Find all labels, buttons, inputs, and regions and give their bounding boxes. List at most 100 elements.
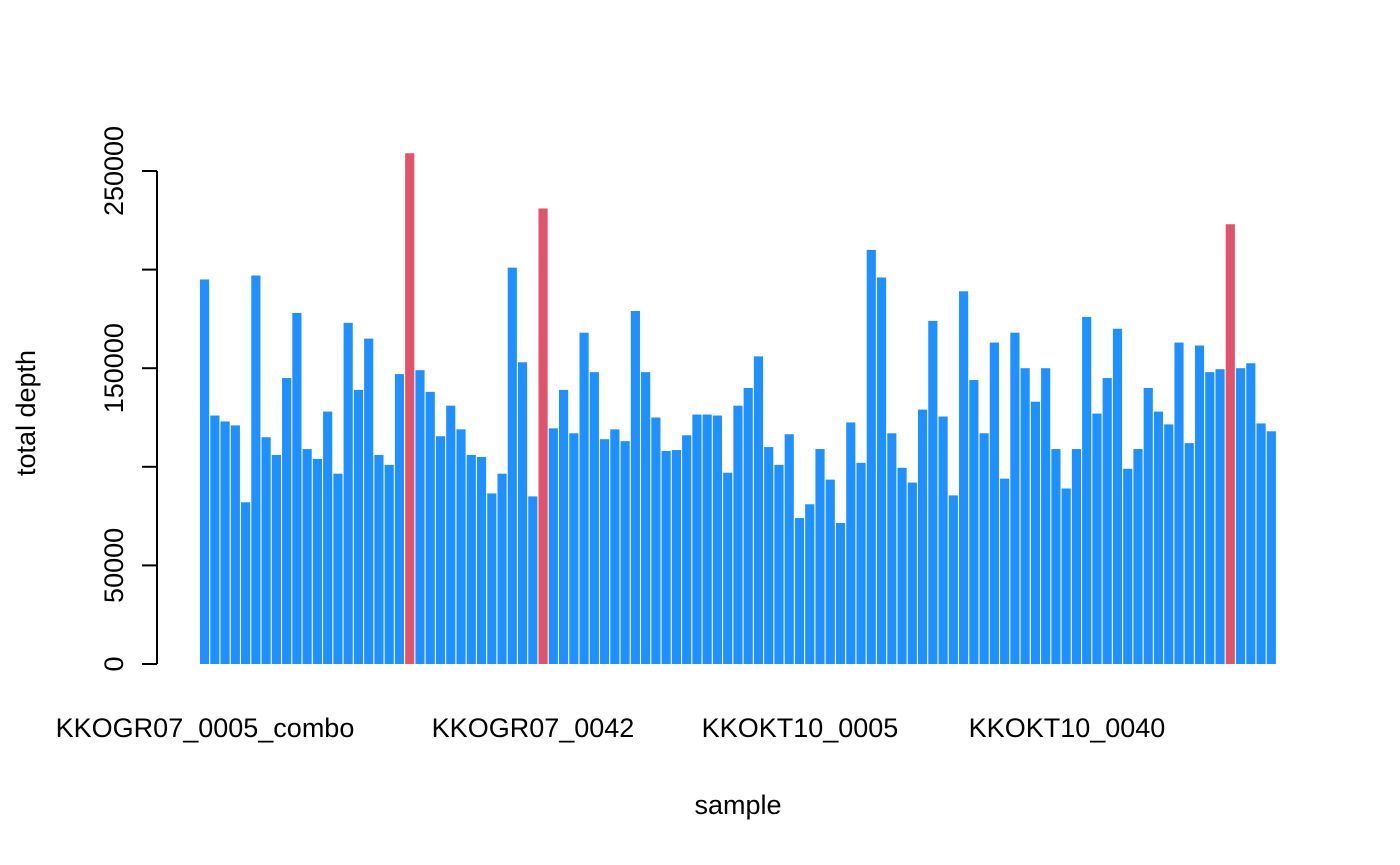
- bar: [835, 523, 846, 664]
- bar: [733, 405, 743, 664]
- bar: [1215, 369, 1225, 664]
- bar: [415, 370, 425, 664]
- bar: [200, 279, 210, 664]
- bar: [210, 415, 220, 664]
- bar: [641, 372, 651, 664]
- bar: [825, 479, 835, 664]
- bar: [948, 495, 958, 664]
- bar: [1061, 488, 1071, 664]
- bar: [794, 518, 805, 664]
- bar: [1246, 363, 1256, 664]
- bar: [251, 275, 261, 664]
- bar: [435, 436, 446, 664]
- bar: [784, 434, 794, 664]
- bar: [979, 433, 989, 664]
- bar: [907, 482, 917, 664]
- bar: [702, 414, 712, 664]
- bar: [1082, 316, 1092, 664]
- bar: [1266, 431, 1276, 664]
- y-tick-label: 150000: [99, 323, 129, 413]
- bar: [1256, 423, 1266, 664]
- bar: [261, 437, 271, 664]
- bar: [497, 473, 507, 664]
- bar: [1041, 368, 1051, 664]
- bar: [333, 473, 343, 664]
- bar: [723, 472, 733, 664]
- x-tick-labels: KKOGR07_0005_combo KKOGR07_0042 KKOKT10_00…: [56, 713, 1166, 743]
- bar: [846, 422, 856, 664]
- bar: [1051, 449, 1061, 664]
- bar: [610, 429, 620, 664]
- bar: [220, 421, 230, 664]
- bar: [1030, 401, 1040, 664]
- bar: [1020, 368, 1030, 664]
- bar: [384, 464, 394, 664]
- bar: [1102, 378, 1112, 664]
- bar: [548, 428, 558, 664]
- bar: [692, 414, 702, 664]
- y-axis-title: total depth: [11, 350, 41, 476]
- bar: [528, 496, 538, 664]
- bar: [292, 312, 302, 664]
- bar: [764, 447, 774, 664]
- bar: [897, 467, 907, 664]
- bar: [938, 416, 948, 664]
- bar: [743, 387, 753, 664]
- bar: [1000, 478, 1010, 664]
- bar: [282, 378, 292, 664]
- y-tick-label: 0: [99, 656, 129, 671]
- bar: [651, 417, 661, 664]
- bar: [559, 389, 569, 664]
- bar: [507, 267, 517, 664]
- bar: [815, 449, 825, 664]
- bar: [887, 433, 897, 664]
- bar: [959, 291, 969, 664]
- bar: [374, 454, 384, 664]
- bar: [466, 454, 476, 664]
- bar: [969, 380, 979, 664]
- bar: [1092, 413, 1102, 664]
- bar: [918, 409, 928, 664]
- bar: [1205, 372, 1215, 664]
- bar-highlighted: [405, 153, 415, 664]
- bar: [712, 415, 723, 664]
- bar: [1174, 342, 1184, 664]
- bar: [302, 449, 312, 664]
- bar: [661, 451, 671, 664]
- bar: [589, 372, 599, 664]
- bar-highlighted: [1225, 224, 1235, 665]
- bar: [487, 493, 497, 664]
- y-tick-label: 50000: [99, 528, 129, 603]
- bar: [343, 322, 353, 664]
- bar: [1133, 449, 1143, 664]
- bar: [682, 435, 692, 664]
- bar: [569, 433, 579, 664]
- bar: [1194, 345, 1205, 664]
- y-tick-label: 250000: [99, 126, 129, 216]
- bar: [1071, 449, 1082, 664]
- bar: [1153, 411, 1164, 664]
- bar: [1143, 387, 1153, 664]
- bar: [1123, 468, 1133, 664]
- bar: [620, 441, 630, 664]
- bar: [476, 456, 487, 664]
- bar: [1010, 332, 1020, 664]
- bar: [271, 454, 281, 664]
- bar: [989, 342, 999, 664]
- x-tick-label: KKOKT10_0040: [969, 713, 1166, 743]
- bar: [856, 462, 866, 664]
- x-axis-title: sample: [694, 790, 781, 820]
- bar: [753, 356, 764, 664]
- bar: [394, 374, 405, 664]
- bars-group: [200, 153, 1276, 665]
- bar: [517, 362, 528, 664]
- bar: [630, 311, 640, 664]
- x-tick-label: KKOGR07_0005_combo: [56, 713, 355, 743]
- bar: [353, 389, 364, 664]
- bar: [364, 338, 374, 664]
- bar: [1164, 424, 1174, 664]
- bar: [774, 464, 784, 664]
- bar: [456, 429, 466, 664]
- bar: [425, 391, 435, 664]
- bar: [876, 277, 887, 664]
